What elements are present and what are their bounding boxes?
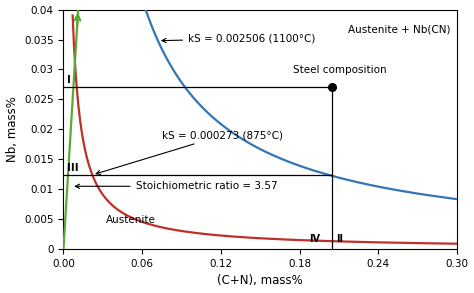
- X-axis label: (C+N), mass%: (C+N), mass%: [217, 275, 303, 287]
- Text: Stoichiometric ratio = 3.57: Stoichiometric ratio = 3.57: [75, 181, 277, 191]
- Text: III: III: [67, 163, 79, 173]
- Text: Steel composition: Steel composition: [293, 65, 387, 76]
- Text: Austenite: Austenite: [105, 215, 155, 225]
- Text: kS = 0.002506 (1100°C): kS = 0.002506 (1100°C): [162, 33, 315, 44]
- Text: kS = 0.000273 (875°C): kS = 0.000273 (875°C): [96, 130, 283, 175]
- Y-axis label: Nb, mass%: Nb, mass%: [6, 96, 18, 162]
- Text: II: II: [336, 234, 343, 244]
- Text: IV: IV: [310, 234, 320, 244]
- Text: Austenite + Nb(CN): Austenite + Nb(CN): [348, 25, 450, 35]
- Text: I: I: [67, 75, 71, 85]
